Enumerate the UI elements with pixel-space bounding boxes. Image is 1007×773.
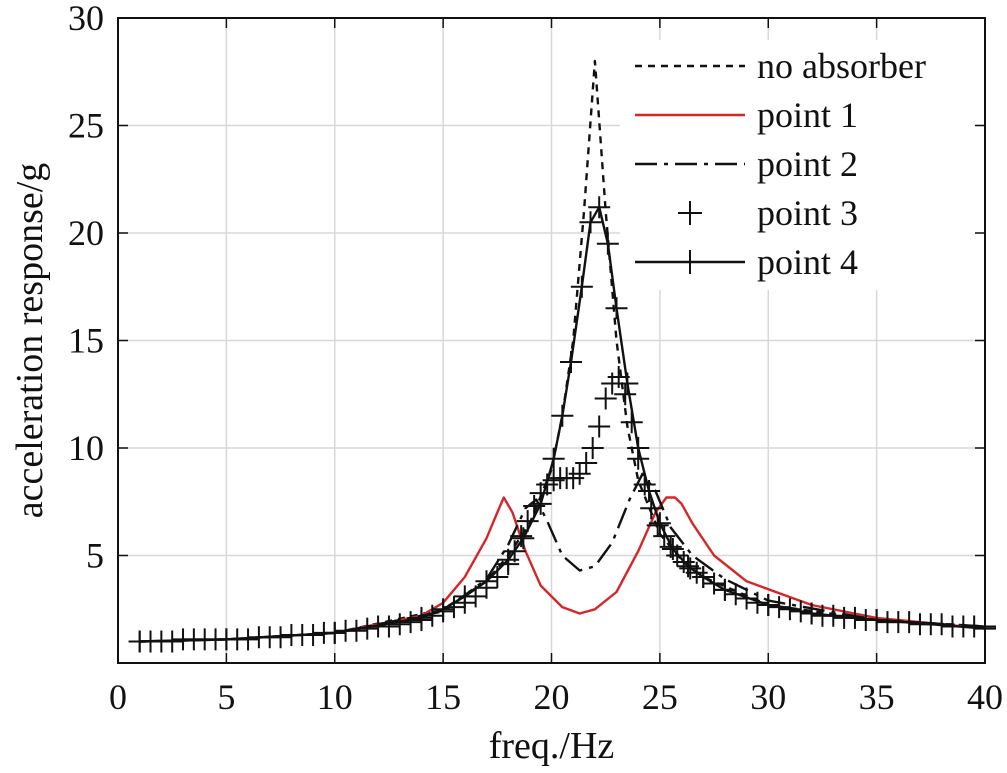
x-tick-label: 15 (425, 677, 461, 717)
data-point-point-4 (638, 480, 661, 502)
data-point-point-3 (594, 387, 617, 410)
y-tick-label: 15 (68, 321, 104, 361)
data-point-point-3 (510, 525, 533, 548)
legend-marker-point-4 (678, 250, 702, 274)
data-point-point-3 (581, 437, 604, 459)
data-point-point-4 (800, 602, 823, 625)
legend-label-no-absorber: no absorber (757, 46, 926, 86)
data-point-point-4 (560, 351, 583, 373)
legend-label-point-3: point 3 (757, 193, 858, 233)
data-point-point-4 (128, 630, 151, 653)
data-point-point-3 (562, 467, 585, 490)
x-tick-label: 25 (642, 677, 678, 717)
x-tick-label: 35 (859, 677, 895, 717)
data-point-point-4 (627, 437, 650, 459)
data-point-point-4 (453, 585, 476, 608)
y-tick-label: 5 (86, 536, 104, 576)
x-tick-label: 40 (967, 677, 1003, 717)
axis-ticks: 0 5 10 15 20 25 30 35 40 5 10 15 20 25 30 (68, 0, 1003, 717)
y-tick-label: 20 (68, 213, 104, 253)
data-point-point-4 (512, 527, 535, 550)
data-point-point-3 (614, 383, 637, 406)
y-tick-label: 10 (68, 428, 104, 468)
data-point-point-4 (677, 555, 700, 578)
legend-label-point-2: point 2 (757, 144, 858, 184)
x-tick-label: 20 (534, 677, 570, 717)
series-line-point-1 (139, 496, 986, 643)
y-axis-label: acceleration response/g (9, 163, 51, 519)
data-point-point-4 (323, 621, 346, 644)
x-tick-label: 5 (217, 677, 235, 717)
data-point-point-4 (865, 609, 888, 631)
series-line-point-2 (139, 472, 986, 643)
x-tick-label: 30 (750, 677, 786, 717)
legend: no absorber point 1 point 2 point 3 point 4 (620, 40, 975, 290)
data-point-point-4 (661, 538, 684, 561)
data-point-point-4 (713, 578, 736, 601)
series-point-2 (139, 472, 986, 643)
data-point-point-4 (551, 404, 574, 427)
legend-label-point-4: point 4 (757, 242, 858, 282)
series-point-1 (139, 496, 986, 643)
data-point-point-4 (529, 492, 552, 515)
data-point-point-3 (588, 415, 611, 438)
data-point-point-3 (377, 615, 400, 638)
data-point-point-4 (542, 447, 565, 470)
data-point-point-3 (388, 613, 411, 636)
legend-label-point-1: point 1 (757, 95, 858, 135)
data-point-point-4 (616, 372, 639, 395)
x-tick-label: 0 (109, 677, 127, 717)
data-point-point-4 (588, 196, 611, 219)
data-point-point-4 (596, 232, 619, 255)
data-point-point-4 (475, 570, 498, 593)
series-line-point-4 (139, 205, 986, 643)
data-point-point-4 (410, 606, 433, 629)
data-point-point-4 (648, 512, 671, 535)
data-point-point-4 (497, 548, 520, 571)
data-point-point-4 (692, 566, 715, 588)
x-axis-label: freq./Hz (489, 725, 615, 767)
data-point-point-4 (570, 275, 593, 298)
y-tick-label: 30 (68, 0, 104, 38)
data-point-point-4 (215, 628, 238, 651)
data-point-point-4 (432, 598, 455, 621)
data-point-point-4 (605, 297, 628, 320)
data-point-point-4 (757, 593, 780, 616)
plot-area (128, 59, 996, 653)
x-tick-label: 10 (317, 677, 353, 717)
series-point-4 (128, 196, 996, 653)
legend-marker-point-3 (678, 201, 702, 225)
y-tick-label: 25 (68, 106, 104, 146)
data-point-point-3 (568, 462, 591, 485)
data-point-point-3 (575, 452, 598, 475)
data-point-point-4 (579, 211, 602, 234)
